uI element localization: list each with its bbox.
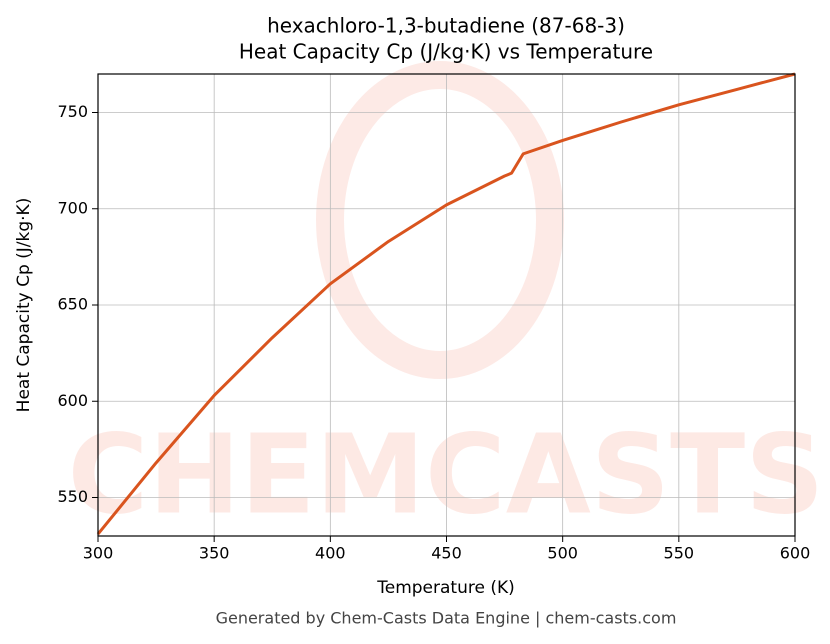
- y-tick-label: 700: [57, 198, 88, 217]
- chart-subtitle: Heat Capacity Cp (J/kg·K) vs Temperature: [239, 40, 653, 64]
- watermark-text: CHEMCASTS: [68, 410, 825, 538]
- x-tick-label: 300: [83, 544, 114, 563]
- x-tick-label: 600: [780, 544, 811, 563]
- chart-title: hexachloro-1,3-butadiene (87-68-3): [267, 14, 625, 38]
- x-tick-label: 450: [431, 544, 462, 563]
- y-axis-label: Heat Capacity Cp (J/kg·K): [14, 198, 34, 413]
- watermark-group: CHEMCASTS: [68, 61, 825, 538]
- y-tick-label: 650: [57, 295, 88, 314]
- y-tick-label: 600: [57, 391, 88, 410]
- x-tick-label: 400: [315, 544, 346, 563]
- x-tick-label: 350: [199, 544, 230, 563]
- x-tick-label: 550: [664, 544, 695, 563]
- y-tick-label: 550: [57, 487, 88, 506]
- y-tick-label: 750: [57, 102, 88, 121]
- x-axis-label: Temperature (K): [376, 578, 515, 598]
- plot-frame: [97, 73, 796, 537]
- data-line: [96, 72, 796, 536]
- footer: Generated by Chem-Casts Data Engine | ch…: [216, 609, 677, 628]
- x-tick-label: 500: [547, 544, 578, 563]
- watermark-logo: [316, 61, 564, 379]
